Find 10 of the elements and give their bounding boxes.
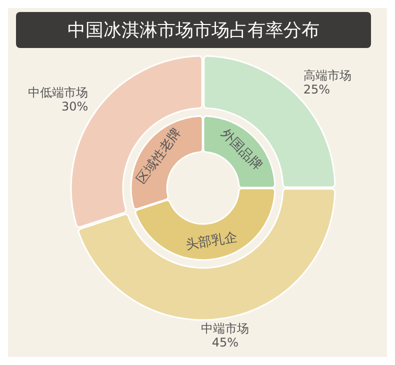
slice-label: 高端市场 — [303, 68, 352, 83]
slice-label: 外国品牌 — [217, 126, 265, 174]
slice-label: 中低端市场 — [28, 86, 88, 100]
slice-label: 区域性老牌 — [134, 126, 184, 187]
data-label: 30% — [61, 100, 88, 114]
chart-title: 中国冰淇淋市场市场占有率分布 — [68, 20, 320, 41]
data-label: 25% — [303, 82, 330, 97]
data-label: 45% — [212, 335, 239, 350]
slice-label: 头部乳企 — [184, 230, 238, 253]
slice-label: 中端市场 — [201, 321, 250, 336]
